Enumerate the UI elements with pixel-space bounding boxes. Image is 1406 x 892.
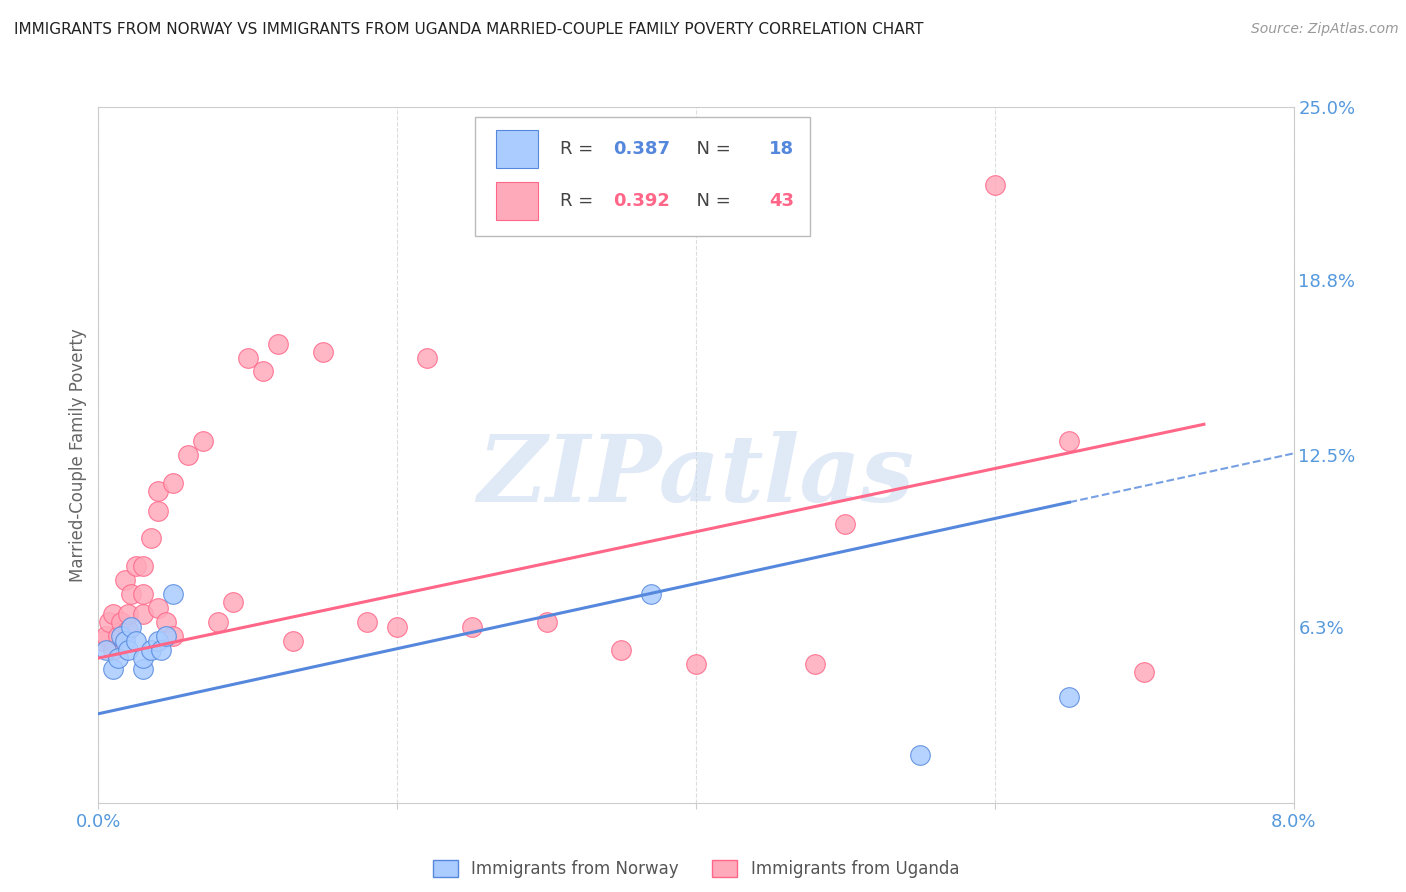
Text: 43: 43 bbox=[769, 192, 794, 210]
Text: N =: N = bbox=[685, 192, 737, 210]
Point bbox=[536, 615, 558, 629]
Point bbox=[132, 559, 155, 574]
FancyBboxPatch shape bbox=[475, 118, 810, 235]
Point bbox=[610, 642, 633, 657]
Point bbox=[110, 615, 132, 629]
Point bbox=[94, 642, 117, 657]
FancyBboxPatch shape bbox=[496, 182, 538, 220]
Point bbox=[356, 615, 378, 629]
Point bbox=[983, 178, 1005, 192]
Point bbox=[640, 587, 662, 601]
Point bbox=[177, 448, 200, 462]
Text: 0.387: 0.387 bbox=[613, 140, 671, 158]
Point bbox=[117, 624, 139, 638]
Point bbox=[125, 634, 148, 648]
Text: 18: 18 bbox=[769, 140, 794, 158]
Point bbox=[236, 351, 259, 365]
Point bbox=[191, 434, 214, 448]
Point bbox=[162, 587, 184, 601]
Point bbox=[461, 620, 484, 634]
Point bbox=[162, 475, 184, 490]
Point bbox=[132, 587, 155, 601]
Point bbox=[155, 615, 177, 629]
Point bbox=[155, 629, 177, 643]
Point bbox=[132, 607, 155, 621]
Point bbox=[267, 336, 290, 351]
Text: ZIPatlas: ZIPatlas bbox=[478, 431, 914, 521]
Point bbox=[97, 615, 120, 629]
Legend: Immigrants from Norway, Immigrants from Uganda: Immigrants from Norway, Immigrants from … bbox=[426, 854, 966, 885]
Text: N =: N = bbox=[685, 140, 737, 158]
Point bbox=[139, 532, 162, 546]
Point bbox=[139, 642, 162, 657]
Point bbox=[148, 634, 170, 648]
Text: IMMIGRANTS FROM NORWAY VS IMMIGRANTS FROM UGANDA MARRIED-COUPLE FAMILY POVERTY C: IMMIGRANTS FROM NORWAY VS IMMIGRANTS FRO… bbox=[14, 22, 924, 37]
Point bbox=[834, 517, 856, 532]
Point bbox=[685, 657, 707, 671]
Point bbox=[150, 642, 173, 657]
Point bbox=[162, 629, 184, 643]
Point bbox=[804, 657, 827, 671]
Point bbox=[132, 662, 155, 676]
Point bbox=[91, 634, 114, 648]
Point bbox=[114, 634, 136, 648]
FancyBboxPatch shape bbox=[496, 129, 538, 168]
Point bbox=[207, 615, 229, 629]
Text: R =: R = bbox=[560, 192, 599, 210]
Point bbox=[132, 651, 155, 665]
Point bbox=[416, 351, 439, 365]
Point bbox=[908, 748, 931, 763]
Text: 0.392: 0.392 bbox=[613, 192, 671, 210]
Point bbox=[1059, 434, 1081, 448]
Point bbox=[148, 503, 170, 517]
Point bbox=[252, 364, 274, 378]
Point bbox=[1133, 665, 1156, 679]
Point bbox=[120, 587, 142, 601]
Point bbox=[107, 651, 129, 665]
Point bbox=[1059, 690, 1081, 704]
Y-axis label: Married-Couple Family Poverty: Married-Couple Family Poverty bbox=[69, 328, 87, 582]
Point bbox=[311, 345, 333, 359]
Point bbox=[103, 662, 125, 676]
Point bbox=[148, 484, 170, 499]
Point bbox=[110, 629, 132, 643]
Text: Source: ZipAtlas.com: Source: ZipAtlas.com bbox=[1251, 22, 1399, 37]
Point bbox=[385, 620, 409, 634]
Point bbox=[148, 601, 170, 615]
Point bbox=[117, 607, 139, 621]
Point bbox=[114, 573, 136, 587]
Point bbox=[117, 642, 139, 657]
Text: R =: R = bbox=[560, 140, 599, 158]
Point bbox=[281, 634, 304, 648]
Point bbox=[103, 642, 125, 657]
Point bbox=[103, 607, 125, 621]
Point bbox=[107, 629, 129, 643]
Point bbox=[125, 559, 148, 574]
Point bbox=[120, 620, 142, 634]
Point bbox=[94, 629, 117, 643]
Point bbox=[222, 595, 245, 609]
